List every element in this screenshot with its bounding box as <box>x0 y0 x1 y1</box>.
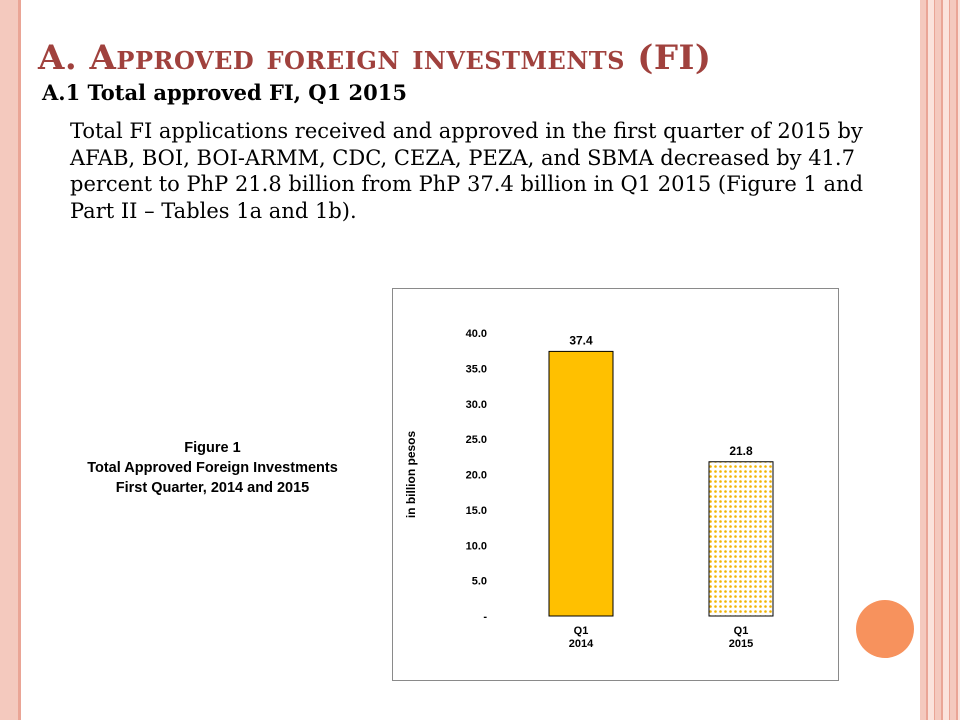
y-tick-label: 30.0 <box>466 399 487 411</box>
y-tick-label: 40.0 <box>466 328 487 340</box>
slide-title: A. Approved foreign investments (FI) <box>38 38 712 78</box>
slide-frame-left <box>0 0 21 720</box>
y-tick-label: 25.0 <box>466 434 487 446</box>
figure-caption: Figure 1 Total Approved Foreign Investme… <box>40 438 385 498</box>
y-tick-label: - <box>483 611 487 623</box>
bar-chart: - 5.0 10.0 15.0 20.0 25.0 30.0 35.0 40.0 37.4 21.… <box>392 288 839 681</box>
x-category-label: 2014 <box>569 638 594 650</box>
y-axis-label: in billion pesos <box>404 431 418 519</box>
figure-caption-period: First Quarter, 2014 and 2015 <box>115 480 310 496</box>
y-tick-label: 10.0 <box>466 540 487 552</box>
figure-caption-title: Total Approved Foreign Investments <box>87 460 338 476</box>
bars: 37.4 21.8 <box>548 333 774 617</box>
bar-chart-svg: - 5.0 10.0 15.0 20.0 25.0 30.0 35.0 40.0 37.4 21.… <box>404 328 774 650</box>
slide-frame-right <box>920 0 960 720</box>
y-tick-label: 15.0 <box>466 505 487 517</box>
figure-caption-number: Figure 1 <box>184 440 241 456</box>
x-category-label: Q1 <box>574 625 589 637</box>
y-tick-label: 20.0 <box>466 470 487 482</box>
body-paragraph: Total FI applications received and appro… <box>70 119 864 223</box>
x-category-label: 2015 <box>729 638 753 650</box>
decorative-circle <box>856 600 914 658</box>
bar-q1-2014 <box>548 350 614 617</box>
y-axis-ticks: - 5.0 10.0 15.0 20.0 25.0 30.0 35.0 40.0 <box>466 328 488 623</box>
y-tick-label: 35.0 <box>466 363 487 375</box>
bar-data-label: 37.4 <box>569 333 593 347</box>
slide-subtitle: A.1 Total approved FI, Q1 2015 <box>42 80 407 105</box>
x-category-label: Q1 <box>734 625 749 637</box>
y-tick-label: 5.0 <box>472 576 487 588</box>
bar-q1-2015 <box>708 461 774 617</box>
bar-data-label: 21.8 <box>729 444 753 458</box>
